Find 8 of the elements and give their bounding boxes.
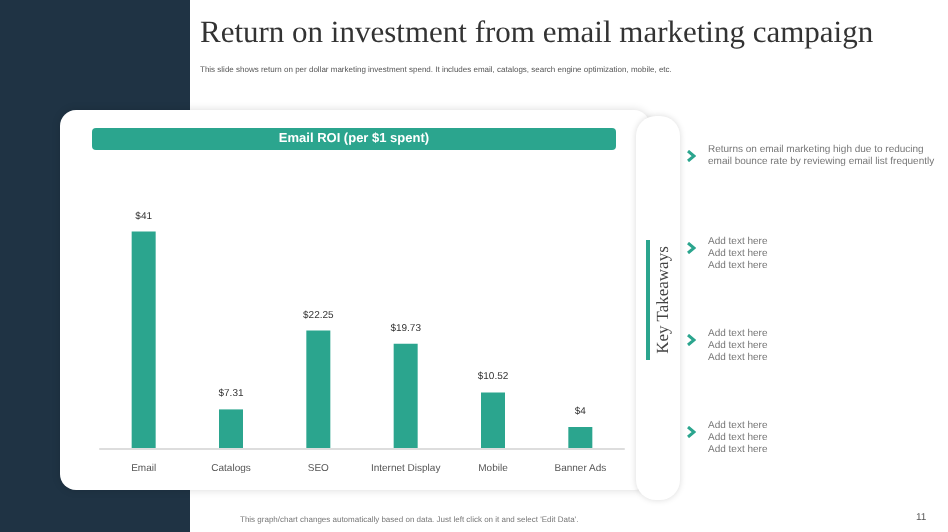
bar bbox=[481, 392, 505, 448]
bar bbox=[219, 409, 243, 448]
bar bbox=[568, 426, 593, 448]
chart-title: Return on investment from email marketing campaign bbox=[200, 16, 874, 52]
bar bbox=[131, 231, 156, 448]
text: Key Takeaways bbox=[652, 246, 672, 354]
bar bbox=[306, 330, 331, 448]
bar bbox=[393, 343, 418, 448]
